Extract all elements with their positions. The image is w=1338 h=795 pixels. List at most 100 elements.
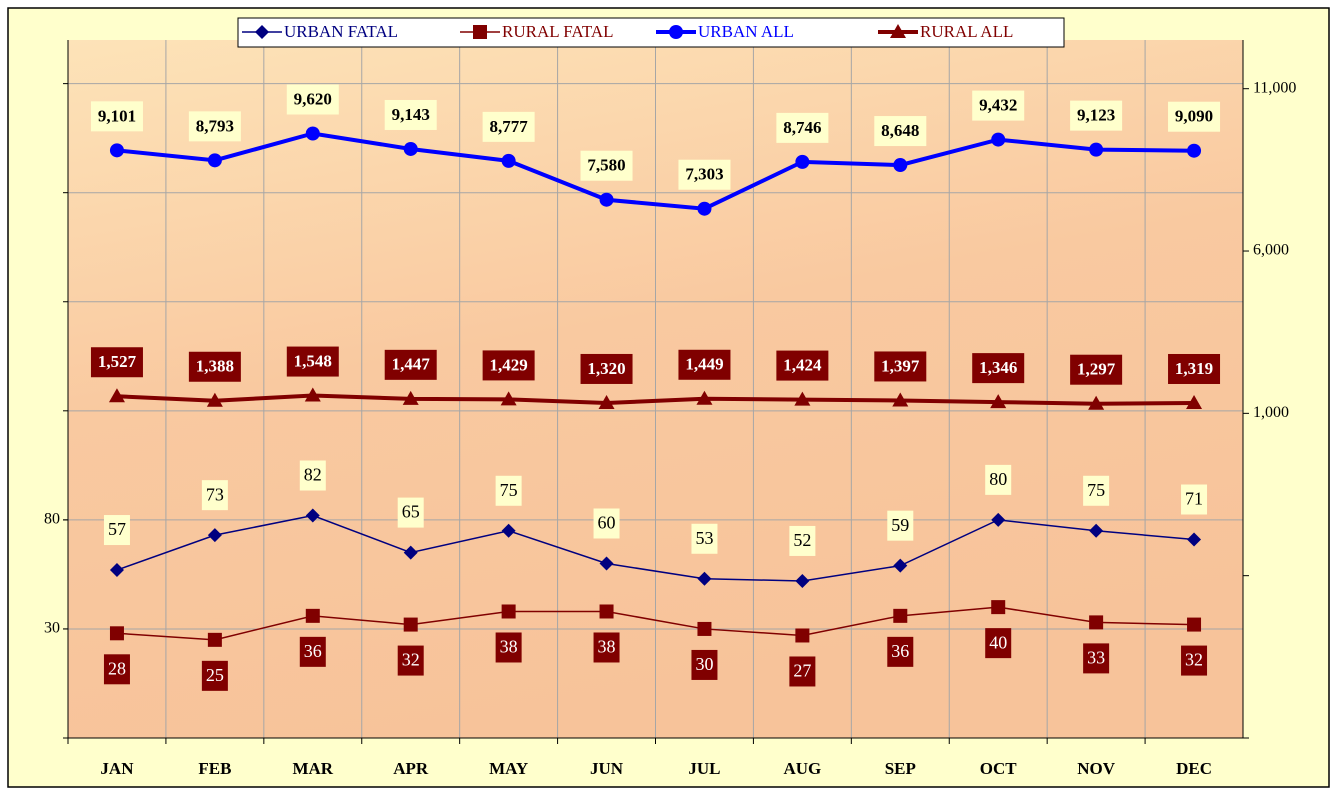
x-tick-label: DEC — [1176, 759, 1212, 778]
data-label-box — [188, 351, 241, 382]
legend-label: RURAL ALL — [920, 22, 1013, 41]
data-label-box — [580, 353, 633, 384]
data-label-box — [103, 515, 130, 546]
data-label-box — [972, 353, 1025, 384]
marker — [255, 25, 269, 39]
marker — [669, 25, 683, 39]
data-label: 1,388 — [196, 357, 234, 376]
marker — [403, 545, 418, 560]
data-label: 9,090 — [1175, 107, 1213, 126]
data-label: 73 — [206, 484, 224, 504]
data-label: 33 — [1087, 648, 1105, 668]
data-label: 32 — [402, 650, 420, 670]
series-line — [116, 393, 1195, 406]
marker — [403, 141, 418, 156]
data-label: 52 — [793, 530, 811, 550]
data-label-box — [972, 90, 1025, 121]
marker — [403, 617, 418, 632]
data-label: 28 — [108, 658, 126, 678]
data-label: 8,793 — [196, 116, 234, 135]
data-label-box — [299, 636, 326, 667]
marker — [794, 391, 811, 406]
data-label-box — [482, 111, 535, 142]
data-label: 9,123 — [1077, 106, 1115, 125]
data-label-box — [1168, 101, 1221, 132]
marker — [109, 143, 124, 158]
marker — [696, 390, 713, 405]
data-label: 9,620 — [294, 89, 332, 108]
legend-label: URBAN ALL — [698, 22, 794, 41]
marker — [1088, 395, 1105, 410]
legend-label: RURAL FATAL — [502, 22, 614, 41]
data-label-box — [188, 111, 241, 142]
data-label: 1,548 — [294, 351, 332, 370]
series-line — [116, 514, 1195, 582]
marker — [795, 154, 810, 169]
data-label: 27 — [793, 661, 811, 681]
y-tick-label: 80 — [44, 511, 60, 528]
marker — [1187, 532, 1202, 547]
data-label: 1,297 — [1077, 360, 1116, 379]
marker — [795, 628, 810, 643]
data-label: 82 — [304, 465, 322, 485]
data-label: 9,432 — [979, 96, 1017, 115]
marker — [1089, 142, 1104, 157]
data-label-box — [887, 636, 914, 667]
data-label-box — [299, 460, 326, 491]
data-label-box — [678, 349, 731, 380]
marker — [697, 201, 712, 216]
x-tick-label: JAN — [100, 759, 134, 778]
data-label: 60 — [598, 513, 616, 533]
marker — [304, 387, 321, 402]
marker — [207, 153, 222, 168]
marker — [893, 608, 908, 623]
data-label: 1,397 — [881, 356, 920, 375]
data-label: 7,580 — [587, 156, 625, 175]
data-label: 71 — [1185, 489, 1203, 509]
data-label: 32 — [1185, 650, 1203, 670]
y2-tick-label: 6,000 — [1253, 242, 1289, 259]
y2-tick-label: 11,000 — [1253, 79, 1296, 96]
marker — [598, 394, 615, 409]
data-label-box — [1070, 354, 1123, 385]
data-label: 25 — [206, 665, 224, 685]
data-label-box — [776, 112, 829, 143]
marker — [697, 571, 712, 586]
data-label-box — [887, 510, 914, 541]
data-label: 8,746 — [783, 118, 821, 137]
x-tick-label: FEB — [198, 759, 231, 778]
data-label-box — [580, 150, 633, 181]
data-label-box — [789, 525, 816, 556]
data-label-box — [1181, 645, 1208, 676]
x-tick-label: MAR — [292, 759, 333, 778]
data-label-box — [90, 101, 143, 132]
data-label: 8,777 — [490, 117, 529, 136]
data-label-box — [985, 628, 1012, 659]
marker — [402, 390, 419, 405]
data-label: 7,303 — [685, 165, 723, 184]
x-tick-label: MAY — [489, 759, 528, 778]
marker — [501, 604, 516, 619]
data-label: 1,320 — [587, 359, 625, 378]
data-label-box — [201, 660, 228, 691]
data-label-box — [874, 116, 927, 147]
data-label-box — [495, 632, 522, 663]
data-label-box — [1070, 100, 1123, 131]
marker — [1089, 615, 1104, 630]
y-tick-label: 30 — [44, 620, 60, 637]
legend-label: URBAN FATAL — [284, 22, 398, 41]
marker — [1089, 523, 1104, 538]
data-label: 75 — [1087, 480, 1105, 500]
legend-box — [237, 17, 1065, 48]
marker — [991, 512, 1006, 527]
data-label: 40 — [989, 632, 1007, 652]
marker — [305, 508, 320, 523]
x-tick-label: AUG — [783, 759, 821, 778]
data-label: 59 — [891, 515, 909, 535]
data-label-box — [384, 349, 437, 380]
marker — [1186, 394, 1203, 409]
data-label-box — [495, 475, 522, 506]
x-tick-label: SEP — [885, 759, 916, 778]
data-label-box — [397, 645, 424, 676]
data-label-box — [397, 497, 424, 528]
